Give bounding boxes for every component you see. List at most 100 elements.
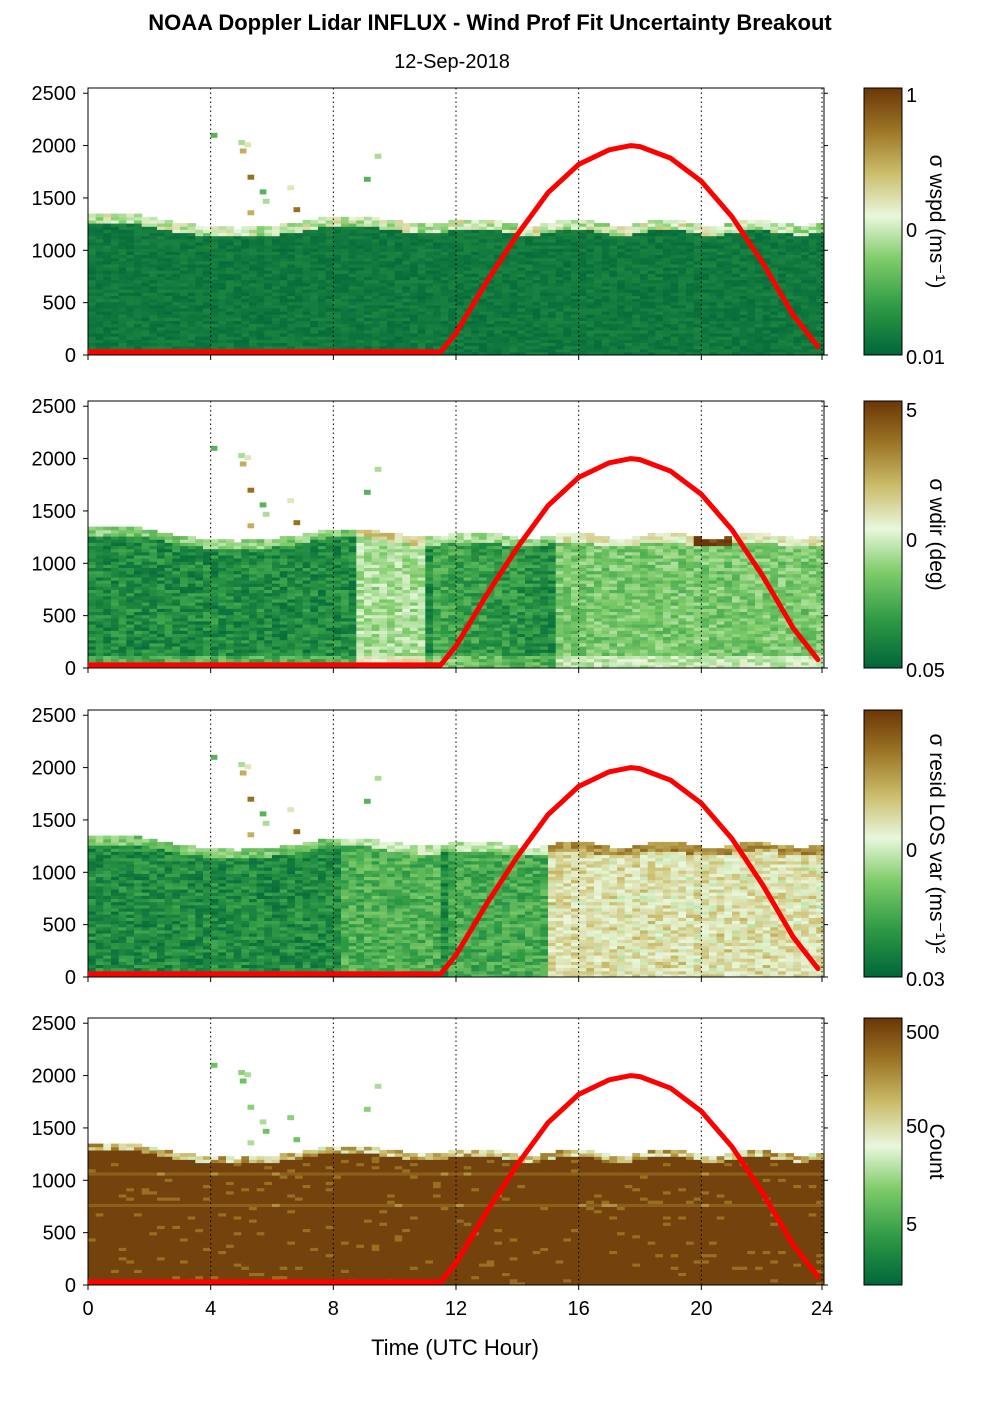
heatmap-cell: [279, 329, 288, 334]
heatmap-cell: [103, 658, 112, 663]
heatmap-cell: [371, 257, 380, 262]
heatmap-cell: [256, 282, 265, 287]
heatmap-cell: [195, 342, 204, 347]
heatmap-cell: [417, 279, 426, 284]
heatmap-cell: [540, 285, 549, 290]
heatmap-cell: [333, 326, 342, 331]
heatmap-cell: [456, 245, 465, 249]
heatmap-cell: [149, 598, 158, 603]
heatmap-cell: [118, 219, 127, 224]
heatmap-cell: [88, 583, 97, 587]
heatmap-cell: [134, 658, 143, 663]
heatmap-cell: [440, 301, 449, 306]
heatmap-cell: [180, 279, 189, 284]
heatmap-cell: [571, 317, 580, 321]
heatmap-cell: [686, 342, 695, 347]
heatmap-cell: [134, 636, 143, 641]
heatmap-cell: [816, 339, 824, 343]
heatmap-cell: [164, 652, 173, 656]
heatmap-cell: [348, 232, 357, 237]
heatmap-cell: [632, 276, 641, 281]
heatmap-cell: [233, 270, 242, 274]
heatmap-cell: [816, 329, 824, 334]
heatmap-cell: [88, 301, 97, 306]
heatmap-cell: [709, 276, 718, 281]
heatmap-cell: [233, 573, 242, 578]
heatmap-cell: [678, 270, 687, 274]
heatmap-cell: [134, 532, 143, 537]
heatmap-cell: [739, 317, 748, 321]
heatmap-cell: [218, 241, 227, 246]
heatmap-cell: [187, 649, 196, 653]
heatmap-cell: [586, 285, 595, 290]
heatmap-cell: [601, 282, 610, 287]
heatmap-cell: [555, 348, 564, 353]
heatmap-cell: [532, 260, 541, 265]
heatmap-cell: [88, 298, 97, 303]
heatmap-cell: [609, 323, 618, 328]
heatmap-cell: [226, 592, 235, 597]
heatmap-cell: [157, 223, 166, 227]
heatmap-cell: [187, 583, 196, 587]
heatmap-cell: [640, 241, 649, 246]
heatmap-cell: [563, 329, 572, 334]
heatmap-cell: [149, 627, 158, 631]
heatmap-cell: [118, 298, 127, 303]
heatmap-cell: [172, 583, 181, 587]
heatmap-cell: [732, 267, 741, 271]
heatmap-cell: [241, 260, 250, 265]
heatmap-cell: [118, 345, 127, 350]
heatmap-cell: [187, 630, 196, 634]
heatmap-cell: [157, 298, 166, 303]
heatmap-cell: [425, 257, 434, 262]
heatmap-cell: [739, 248, 748, 252]
heatmap-cell: [88, 573, 97, 578]
heatmap-cell: [210, 248, 219, 252]
heatmap-cell: [149, 586, 158, 590]
heatmap-cell: [502, 276, 511, 281]
heatmap-cell: [164, 658, 173, 663]
heatmap-cell: [655, 254, 664, 259]
heatmap-cell: [494, 254, 503, 259]
heatmap-cell: [755, 285, 764, 290]
heatmap-cell: [632, 285, 641, 290]
heatmap-cell: [141, 627, 150, 631]
heatmap-cell: [417, 229, 426, 234]
heatmap-cell: [732, 351, 741, 355]
heatmap-cell: [295, 254, 304, 259]
heatmap-cell: [126, 567, 135, 572]
heatmap-cell: [525, 289, 534, 293]
heatmap-cell: [808, 263, 817, 268]
heatmap-cell: [571, 263, 580, 268]
y-tick-label: 500: [43, 293, 76, 315]
heatmap-cell: [111, 329, 120, 334]
heatmap-cell: [157, 273, 166, 277]
heatmap-cell: [678, 320, 687, 325]
heatmap-cell: [601, 336, 610, 340]
heatmap-cell: [233, 336, 242, 340]
heatmap-cell: [218, 633, 227, 638]
heatmap-cell: [371, 336, 380, 340]
heatmap-cell: [440, 270, 449, 274]
heatmap-cell: [157, 226, 166, 230]
heatmap-cell: [310, 292, 319, 296]
heatmap-cell: [233, 248, 242, 252]
heatmap-cell: [379, 339, 388, 343]
heatmap-cell: [348, 267, 357, 271]
heatmap-cell: [617, 292, 626, 296]
heatmap-cell: [686, 307, 695, 312]
heatmap-cell: [302, 345, 311, 350]
heatmap-cell: [249, 336, 258, 340]
heatmap-cell: [164, 586, 173, 590]
heatmap-cell: [632, 342, 641, 347]
heatmap-cell: [816, 298, 824, 303]
heatmap-cell: [111, 554, 120, 559]
heatmap-cell: [325, 267, 334, 271]
heatmap-cell: [126, 235, 135, 240]
heatmap-cell: [532, 329, 541, 334]
heatmap-cell: [210, 307, 219, 312]
heatmap-cell: [502, 311, 511, 315]
heatmap-cell: [486, 336, 495, 340]
heatmap-cell: [279, 285, 288, 290]
heatmap-cell: [793, 232, 802, 237]
